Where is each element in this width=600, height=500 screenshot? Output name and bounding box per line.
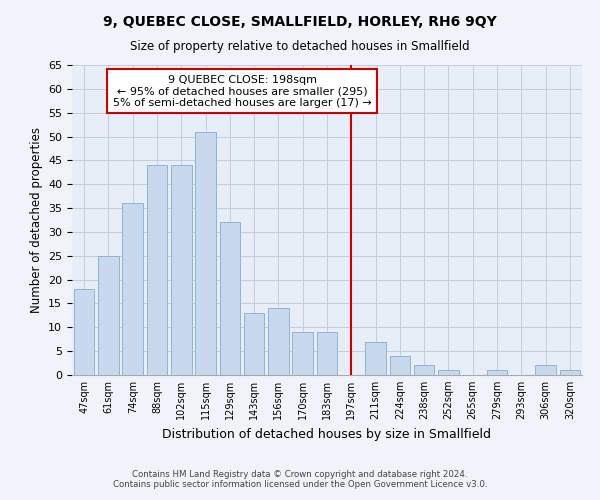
Bar: [98, 256, 119, 375]
Bar: [414, 366, 434, 375]
Bar: [171, 165, 191, 375]
Bar: [438, 370, 459, 375]
Text: Contains HM Land Registry data © Crown copyright and database right 2024.
Contai: Contains HM Land Registry data © Crown c…: [113, 470, 487, 489]
Bar: [317, 332, 337, 375]
Bar: [146, 165, 167, 375]
Bar: [487, 370, 508, 375]
Text: 9 QUEBEC CLOSE: 198sqm
← 95% of detached houses are smaller (295)
5% of semi-det: 9 QUEBEC CLOSE: 198sqm ← 95% of detached…: [113, 74, 371, 108]
Bar: [560, 370, 580, 375]
Bar: [535, 366, 556, 375]
Bar: [292, 332, 313, 375]
Bar: [365, 342, 386, 375]
Bar: [268, 308, 289, 375]
Bar: [74, 289, 94, 375]
Bar: [220, 222, 240, 375]
Text: 9, QUEBEC CLOSE, SMALLFIELD, HORLEY, RH6 9QY: 9, QUEBEC CLOSE, SMALLFIELD, HORLEY, RH6…: [103, 15, 497, 29]
X-axis label: Distribution of detached houses by size in Smallfield: Distribution of detached houses by size …: [163, 428, 491, 440]
Bar: [195, 132, 216, 375]
Y-axis label: Number of detached properties: Number of detached properties: [29, 127, 43, 313]
Bar: [244, 313, 265, 375]
Bar: [389, 356, 410, 375]
Text: Size of property relative to detached houses in Smallfield: Size of property relative to detached ho…: [130, 40, 470, 53]
Bar: [122, 204, 143, 375]
